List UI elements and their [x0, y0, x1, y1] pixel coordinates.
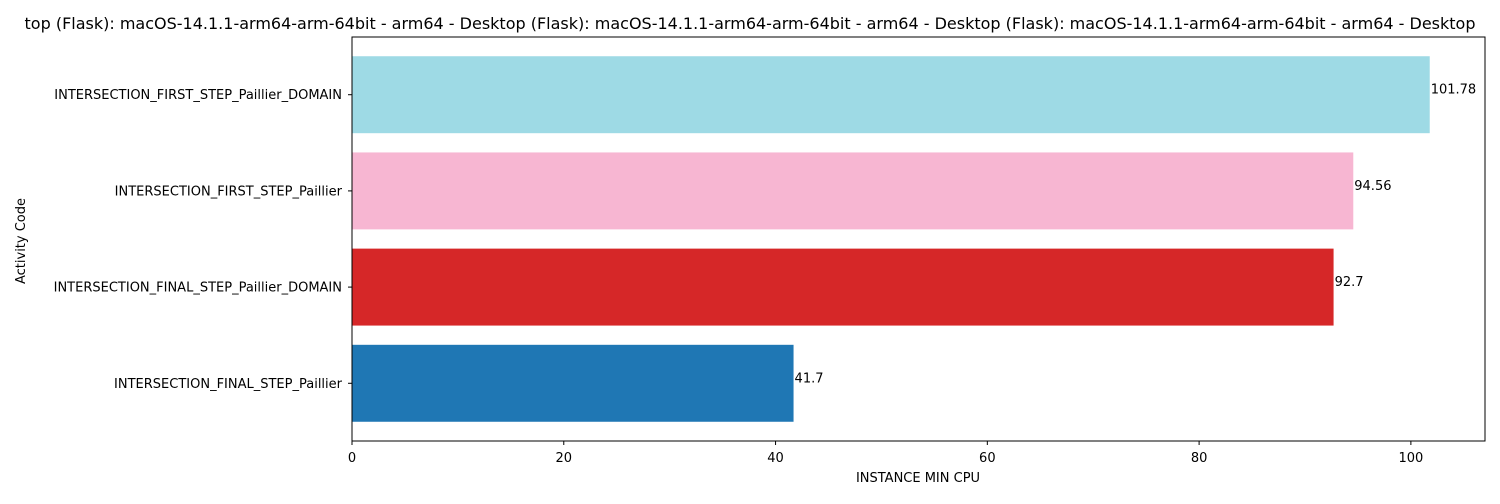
x-tick-label: 100: [1398, 451, 1423, 466]
x-tick-label: 0: [348, 451, 356, 466]
bars-layer: 101.78 94.56 92.7 41.7: [352, 56, 1476, 422]
bar: [352, 248, 1334, 326]
y-tick-label: INTERSECTION_FINAL_STEP_Paillier_DOMAIN: [54, 281, 342, 296]
bar-value-label: 101.78: [1431, 83, 1477, 98]
x-tick-label: 80: [1191, 451, 1208, 466]
x-axis-label: INSTANCE MIN CPU: [856, 471, 980, 486]
bar-value-label: 94.56: [1354, 179, 1391, 194]
x-tick-label: 20: [556, 451, 573, 466]
chart-title: top (Flask): macOS-14.1.1-arm64-arm-64bi…: [25, 14, 1476, 33]
x-tick-label: 40: [767, 451, 784, 466]
bar-value-label: 92.7: [1335, 275, 1364, 290]
y-tick-label: INTERSECTION_FIRST_STEP_Paillier_DOMAIN: [54, 88, 342, 103]
y-tick-label: INTERSECTION_FIRST_STEP_Paillier: [115, 184, 343, 199]
bar-value-label: 41.7: [795, 371, 824, 386]
x-tick-label: 60: [979, 451, 996, 466]
bar: [352, 344, 794, 422]
bar: [352, 152, 1354, 230]
y-tick-label: INTERSECTION_FINAL_STEP_Paillier: [114, 377, 343, 392]
bar: [352, 56, 1430, 134]
y-axis-label: Activity Code: [14, 198, 29, 284]
plot-frame: [351, 36, 1486, 442]
axes-layer: INTERSECTION_FIRST_STEP_Paillier_DOMAIN I…: [54, 36, 1486, 466]
